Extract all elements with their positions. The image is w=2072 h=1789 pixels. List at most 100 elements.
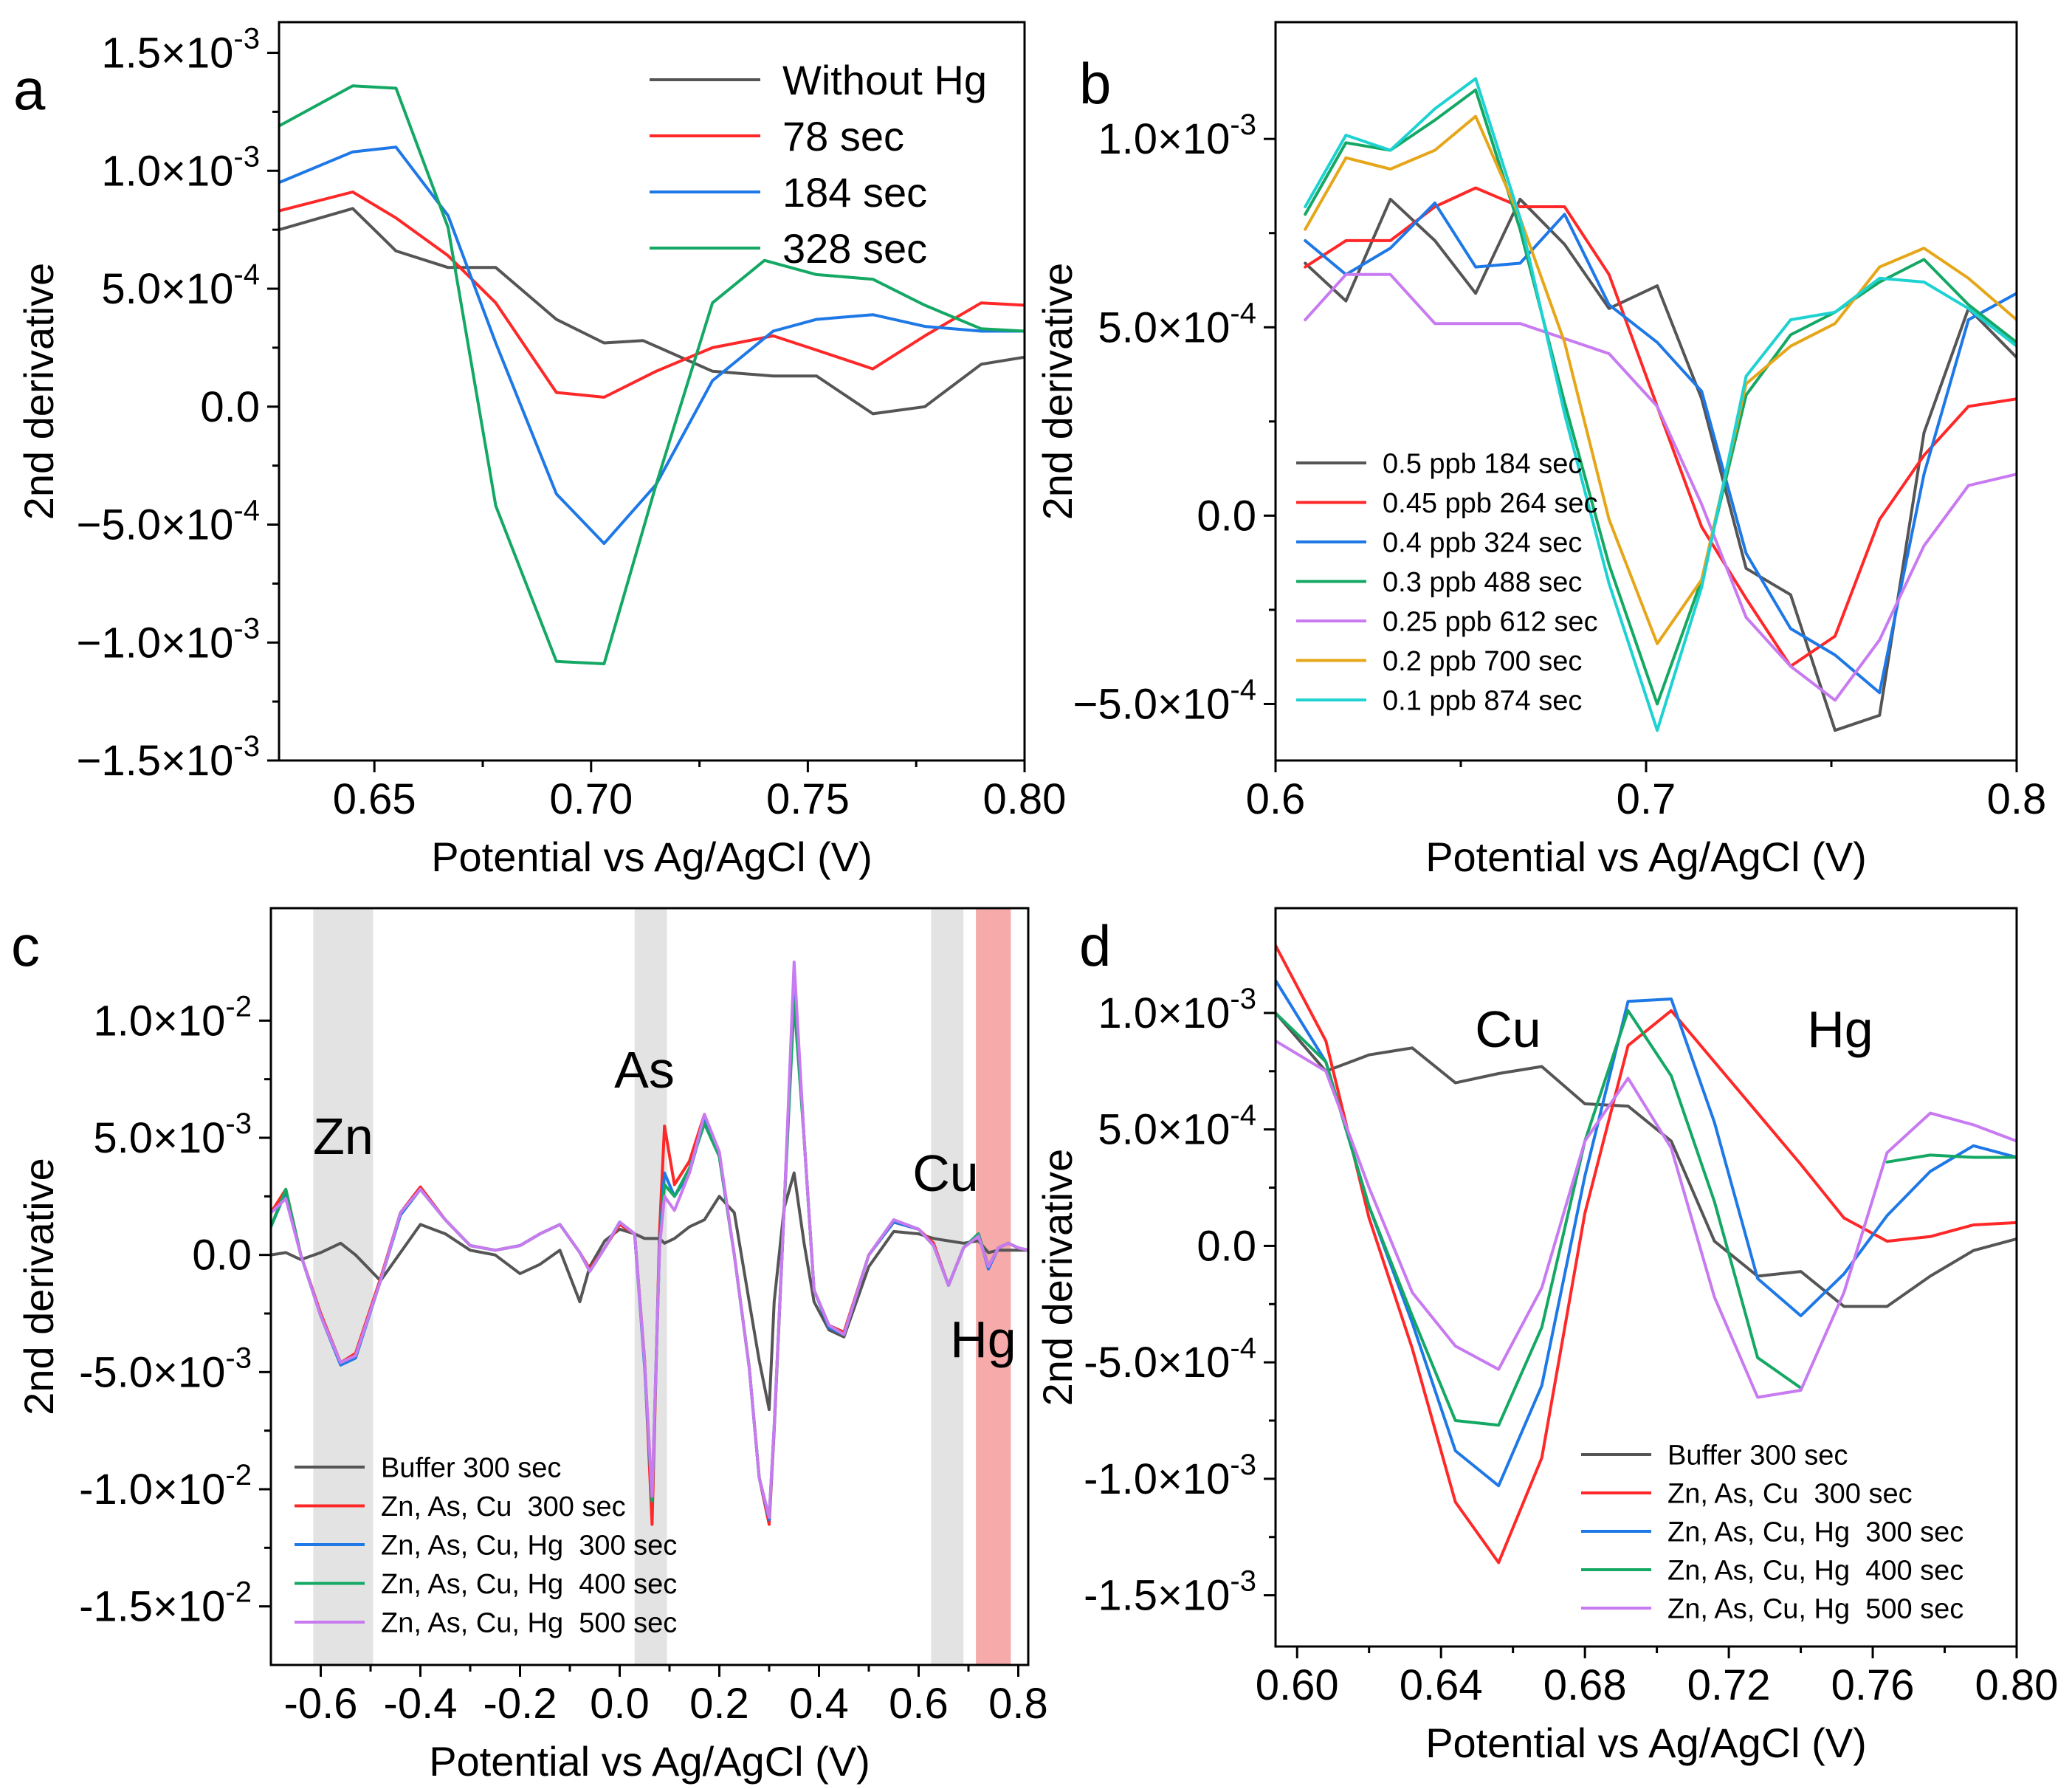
band-hg: [976, 908, 1011, 1665]
y-tick-label: 0.0: [192, 1232, 252, 1280]
legend-label: 0.1 ppb 874 sec: [1383, 686, 1582, 717]
series-line-6: [1304, 114, 2017, 645]
series-line-7: [1304, 77, 2017, 732]
y-tick-exponent: -3: [233, 23, 260, 55]
y-tick-label: −5.0×10-4: [77, 495, 260, 549]
x-tick-label: 0.6: [1246, 775, 1306, 823]
y-tick-base: 1.5×10: [101, 30, 233, 78]
series-group: [1276, 944, 2017, 1565]
x-tick-label: -0.2: [483, 1680, 557, 1728]
series-line-5: [1304, 272, 2017, 702]
y-tick-base: 5.0×10: [93, 1114, 225, 1162]
y-tick-base: 0.0: [1197, 492, 1256, 540]
x-axis: 0.65 0.70 0.75 0.80: [333, 760, 1066, 823]
y-tick-base: -1.5×10: [1084, 1572, 1230, 1620]
annotation-as: As: [614, 1041, 675, 1099]
series-group: [279, 84, 1025, 665]
x-tick-label: -0.4: [384, 1680, 458, 1728]
y-tick-label: 1.5×10-3: [101, 23, 260, 78]
series-line-4: [1304, 88, 2017, 706]
series-group: [271, 961, 1028, 1526]
y-tick-base: −5.0×10: [77, 501, 234, 549]
legend-label: Buffer 300 sec: [381, 1453, 561, 1484]
series-line-4: [1276, 1009, 1803, 1427]
plot-frame: [269, 907, 1030, 1666]
legend-label: 184 sec: [782, 169, 927, 216]
annotation-hg: Hg: [1807, 1000, 1873, 1058]
x-axis: -0.6 -0.4 -0.2 0.0 0.2 0.4 0.6 0.8: [284, 1665, 1048, 1728]
legend-label: 0.3 ppb 488 sec: [1383, 567, 1582, 598]
legend-label: 0.45 ppb 264 sec: [1383, 488, 1598, 519]
band-cu: [931, 908, 964, 1665]
y-tick-label: 5.0×10-4: [1098, 297, 1256, 351]
x-tick-label: 0.6: [889, 1680, 949, 1728]
y-tick-base: 5.0×10: [101, 265, 233, 313]
legend-label: Without Hg: [782, 57, 987, 103]
y-axis-title: 2nd derivative: [1034, 263, 1081, 521]
x-tick-label: 0.80: [1975, 1661, 2059, 1709]
x-axis-title: Potential vs Ag/AgCl (V): [1425, 834, 1867, 880]
y-tick-base: 1.0×10: [1098, 115, 1230, 163]
x-tick-label: 0.75: [766, 775, 850, 823]
x-tick-label: 0.2: [689, 1680, 749, 1728]
legend-label: 78 sec: [782, 113, 904, 159]
y-axis-title: 2nd derivative: [1034, 1149, 1081, 1407]
legend-label: 0.2 ppb 700 sec: [1383, 646, 1582, 677]
y-tick-label: 0.0: [1197, 492, 1256, 540]
legend-label: Buffer 300 sec: [1667, 1441, 1848, 1472]
panel-letter: c: [11, 913, 40, 978]
y-tick-exponent: -2: [225, 1576, 252, 1609]
y-axis: 1.0×10-35.0×10-40.0-5.0×10-4-1.0×10-3-1.…: [1084, 983, 1276, 1620]
y-tick-exponent: -3: [1230, 109, 1256, 141]
y-tick-label: -1.5×10-3: [1084, 1565, 1256, 1620]
y-tick-label: 0.0: [200, 383, 260, 431]
y-tick-exponent: -4: [1230, 1099, 1256, 1132]
annotation-zn: Zn: [313, 1108, 374, 1165]
x-tick-label: 0.70: [549, 775, 633, 823]
legend-label: Zn, As, Cu 300 sec: [381, 1491, 626, 1522]
y-tick-exponent: -3: [225, 1108, 252, 1140]
y-tick-exponent: -2: [225, 1459, 252, 1491]
y-tick-exponent: -3: [233, 730, 260, 763]
y-tick-exponent: -4: [233, 258, 260, 291]
y-tick-base: −5.0×10: [1073, 680, 1231, 728]
series-line-2: [279, 190, 1025, 399]
legend-label: Zn, As, Cu 300 sec: [1667, 1479, 1913, 1510]
x-axis-title: Potential vs Ag/AgCl (V): [1425, 1720, 1867, 1766]
x-tick-label: 0.60: [1256, 1661, 1339, 1709]
y-tick-base: 0.0: [1197, 1222, 1256, 1270]
y-tick-label: 1.0×10-3: [1098, 109, 1256, 163]
y-tick-exponent: -3: [1230, 983, 1256, 1015]
y-tick-base: -1.0×10: [1084, 1455, 1230, 1503]
x-axis: 0.6 0.7 0.8: [1246, 760, 2046, 823]
y-tick-label: -1.0×10-3: [1084, 1449, 1256, 1503]
y-tick-label: 5.0×10-4: [1098, 1099, 1256, 1154]
legend: Without Hg 78 sec 184 sec 328 sec: [650, 57, 987, 272]
x-tick-label: 0.7: [1617, 775, 1676, 823]
x-tick-label: 0.76: [1831, 1661, 1915, 1709]
x-tick-label: 0.65: [333, 775, 416, 823]
y-tick-label: -5.0×10-3: [79, 1342, 252, 1396]
y-tick-exponent: -3: [233, 140, 260, 173]
legend: 0.5 ppb 184 sec 0.45 ppb 264 sec 0.4 ppb 3…: [1296, 449, 1598, 717]
x-tick-label: 0.0: [590, 1680, 650, 1728]
x-axis-title: Potential vs Ag/AgCl (V): [431, 834, 872, 880]
series-group: [1304, 77, 2017, 732]
series-line-3: [1276, 978, 2017, 1488]
y-tick-base: −1.5×10: [77, 737, 234, 785]
legend: Buffer 300 sec Zn, As, Cu 300 sec Zn, As, …: [1581, 1441, 1963, 1625]
y-tick-base: 5.0×10: [1098, 303, 1230, 351]
y-tick-base: -1.5×10: [79, 1583, 225, 1631]
y-tick-exponent: -3: [225, 1342, 252, 1374]
series-line-3: [1304, 201, 2017, 695]
legend: Buffer 300 sec Zn, As, Cu 300 sec Zn, As, …: [295, 1453, 677, 1639]
y-axis: 1.0×10-25.0×10-30.0-5.0×10-3-1.0×10-2-1.…: [79, 990, 271, 1631]
panel-d: 0.60 0.64 0.68 0.72 0.76 0.801.0×10-35.0×10-4…: [1034, 907, 2059, 1766]
legend-label: Zn, As, Cu, Hg 500 sec: [381, 1608, 677, 1639]
y-tick-label: −5.0×10-4: [1073, 673, 1256, 728]
legend-label: Zn, As, Cu, Hg 300 sec: [381, 1531, 677, 1562]
y-tick-base: -5.0×10: [79, 1348, 225, 1396]
y-axis: 1.0×10-3 5.0×10-4 0.0 −5.0×10-4: [1073, 109, 1276, 728]
y-tick-base: 1.0×10: [101, 147, 233, 195]
